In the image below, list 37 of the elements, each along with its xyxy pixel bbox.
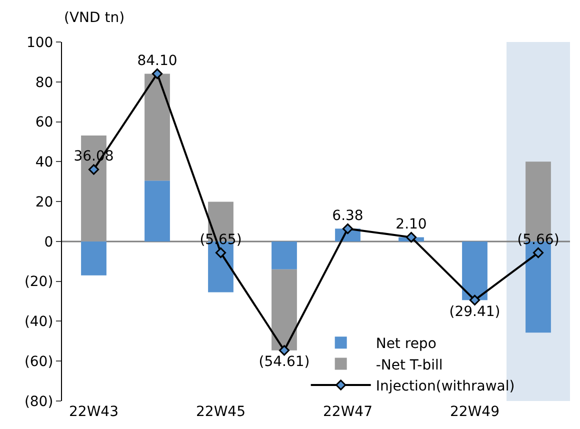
y-tick-label: (20) [24,274,54,290]
y-tick-label: (60) [24,354,54,370]
point [532,247,544,258]
point [278,345,290,356]
data-label: 84.10 [137,52,178,69]
legend-label: -Net T-bill [376,357,443,374]
data-label: (5.66) [517,232,560,248]
x-tick-label: 22W45 [196,404,246,420]
x-tick-label: 22W49 [450,404,500,420]
bar [272,269,297,350]
y-tick-label: 20 [35,194,54,210]
y-tick-label: (40) [24,314,54,330]
x-tick-label: 22W47 [323,404,372,420]
point [469,294,480,306]
data-label: 6.38 [332,208,364,224]
legend-label: Injection(withrawal) [376,378,515,394]
bar [144,180,170,242]
y-axis-title: (VND tn) [64,10,125,26]
point [406,232,417,243]
point [342,223,354,234]
data-label: 2.10 [396,216,427,232]
point [215,247,226,258]
y-tick-label: (80) [24,394,54,410]
bar [81,241,106,276]
point [152,68,163,80]
data-label: (54.61) [258,354,310,370]
y-tick-label: 80 [35,74,54,91]
legend-label: Net repo [376,336,436,352]
y-tick-label: 60 [35,114,54,131]
bar [144,74,170,181]
y-tick-label: 40 [35,154,54,171]
data-label: (29.41) [449,304,500,320]
y-tick-label: 0 [44,234,54,250]
x-tick-label: 22W43 [69,404,118,420]
point [88,164,100,175]
y-tick-label: 100 [26,34,54,51]
bar [272,241,297,270]
